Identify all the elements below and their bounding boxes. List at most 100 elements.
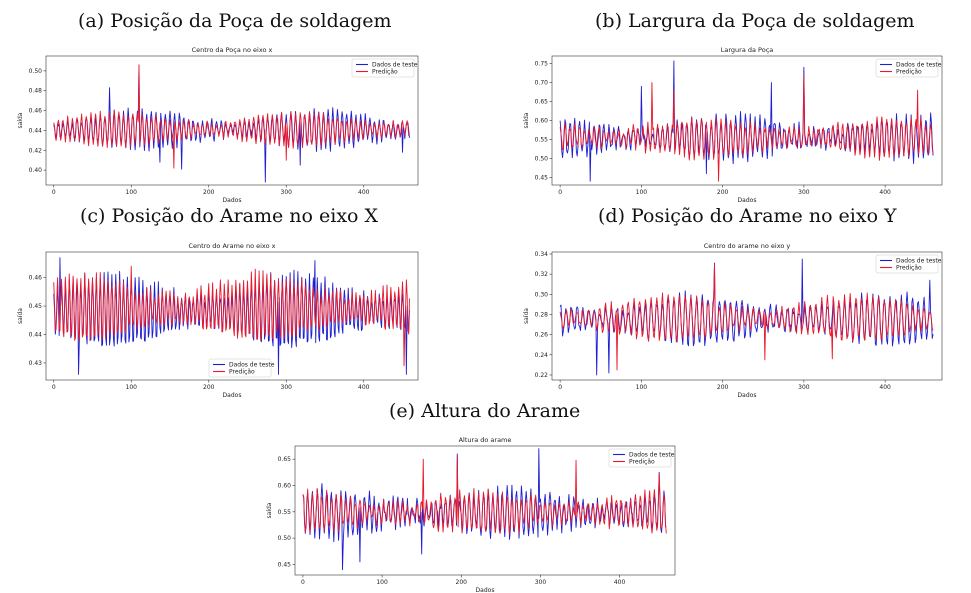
y-tick-label: 0.60 [535, 118, 549, 125]
x-tick-label: 400 [879, 189, 891, 196]
y-tick-label: 0.50 [535, 155, 549, 162]
y-tick-label: 0.45 [29, 303, 43, 310]
caption-d: (d) Posição do Arame no eixo Y [598, 205, 897, 227]
x-tick-label: 200 [717, 189, 729, 196]
plot-frame [294, 445, 676, 576]
caption-c: (c) Posição do Arame no eixo X [80, 205, 379, 227]
chart-panel-a: Centro da Poça no eixo x 0 100 200 300 400 0.4… [8, 40, 428, 204]
legend-entry: Predição [896, 265, 922, 272]
chart-title: Centro do Arame no eixo x [189, 242, 276, 250]
chart-c: Centro do Arame no eixo x 0 100 200 300 400 0.… [17, 242, 419, 399]
legend-entry: Predição [372, 69, 398, 76]
legend-box [875, 254, 939, 274]
y-tick-label: 0.44 [29, 331, 43, 338]
y-tick-label: 0.55 [278, 509, 292, 516]
series-line-pred [302, 456, 667, 535]
legend-entry: Predição [629, 459, 655, 466]
legend-box [608, 448, 672, 468]
y-tick-label: 0.45 [535, 174, 549, 181]
chart-b: Largura da Poça 0 100 200 300 400 0.45 0.50 0.55… [523, 46, 943, 204]
y-axis-label: saída [266, 502, 273, 518]
legend-box [208, 358, 272, 378]
x-tick-label: 300 [281, 384, 293, 391]
x-tick-label: 100 [376, 579, 388, 586]
y-tick-label: 0.55 [535, 136, 549, 143]
x-tick-label: 300 [798, 189, 810, 196]
plot-frame [45, 55, 419, 186]
chart-a: Centro da Poça no eixo x 0 100 200 300 400 0.4… [17, 46, 419, 204]
y-axis-label: saída [523, 308, 530, 324]
x-tick-label: 200 [456, 579, 468, 586]
series-line-pred [559, 74, 934, 182]
y-tick-label: 0.32 [535, 271, 549, 278]
y-tick-label: 0.34 [535, 251, 549, 258]
y-tick-label: 0.45 [278, 561, 292, 568]
x-axis-label: Dados [476, 587, 495, 593]
y-tick-label: 0.70 [535, 80, 549, 87]
chart-d: Centro do arame no eixo y 0 100 200 300 400 0.… [523, 242, 943, 399]
y-tick-label: 0.22 [535, 372, 549, 379]
y-tick-label: 0.28 [535, 311, 549, 318]
caption-e: (e) Altura do Arame [389, 400, 581, 422]
series-line-pred [53, 265, 410, 367]
chart-e: Altura do arame 0 100 200 300 400 0.45 0.50 0.55… [266, 436, 676, 593]
y-tick-label: 0.50 [29, 68, 43, 75]
x-tick-label: 0 [52, 189, 56, 196]
series-line-pred [53, 64, 410, 169]
y-tick-label: 0.43 [29, 360, 43, 367]
chart-panel-e: Altura do arame 0 100 200 300 400 0.45 0.50 0.55… [265, 430, 685, 593]
y-tick-label: 0.75 [535, 61, 549, 68]
plot-frame [551, 251, 943, 381]
x-tick-label: 300 [281, 189, 293, 196]
series-line-pred [559, 263, 934, 371]
chart-panel-c: Centro do Arame no eixo x 0 100 200 300 400 0.… [8, 236, 428, 399]
x-tick-label: 0 [558, 384, 562, 391]
legend-entry: Dados de teste [896, 258, 942, 265]
y-tick-label: 0.65 [535, 99, 549, 106]
y-tick-label: 0.26 [535, 332, 549, 339]
x-tick-label: 100 [126, 384, 138, 391]
legend-entry: Dados de teste [229, 362, 275, 369]
x-tick-label: 300 [535, 579, 547, 586]
chart-title: Centro do arame no eixo y [704, 242, 791, 250]
x-tick-label: 100 [126, 189, 138, 196]
chart-title: Centro da Poça no eixo x [192, 46, 273, 54]
legend-entry: Dados de teste [372, 62, 418, 69]
y-axis-label: saída [17, 308, 24, 324]
x-axis-label: Dados [223, 197, 242, 204]
x-axis-label: Dados [738, 197, 757, 204]
chart-panel-d: Centro do arame no eixo y 0 100 200 300 400 0.… [522, 236, 952, 399]
chart-panel-b: Largura da Poça 0 100 200 300 400 0.45 0.50 0.55… [522, 40, 952, 204]
y-tick-label: 0.50 [278, 535, 292, 542]
x-axis-label: Dados [223, 392, 242, 399]
y-tick-label: 0.40 [29, 167, 43, 174]
y-tick-label: 0.60 [278, 482, 292, 489]
y-axis-label: saída [523, 112, 530, 128]
x-tick-label: 200 [203, 384, 215, 391]
x-tick-label: 200 [203, 189, 215, 196]
legend-box [351, 58, 415, 78]
x-axis-label: Dados [738, 392, 757, 399]
x-tick-label: 0 [558, 189, 562, 196]
caption-b: (b) Largura da Poça de soldagem [595, 10, 915, 32]
y-tick-label: 0.30 [535, 291, 549, 298]
chart-title: Altura do arame [459, 436, 512, 444]
y-tick-label: 0.48 [29, 88, 43, 95]
x-tick-label: 0 [301, 579, 305, 586]
x-tick-label: 400 [358, 384, 370, 391]
y-tick-label: 0.46 [29, 275, 43, 282]
x-tick-label: 400 [614, 579, 626, 586]
y-tick-label: 0.46 [29, 108, 43, 115]
legend-entry: Predição [229, 369, 255, 376]
x-tick-label: 400 [879, 384, 891, 391]
y-tick-label: 0.24 [535, 352, 549, 359]
y-tick-label: 0.42 [29, 147, 43, 154]
x-tick-label: 100 [636, 189, 648, 196]
x-tick-label: 0 [52, 384, 56, 391]
legend-entry: Dados de teste [896, 62, 942, 69]
legend-box [875, 58, 939, 78]
